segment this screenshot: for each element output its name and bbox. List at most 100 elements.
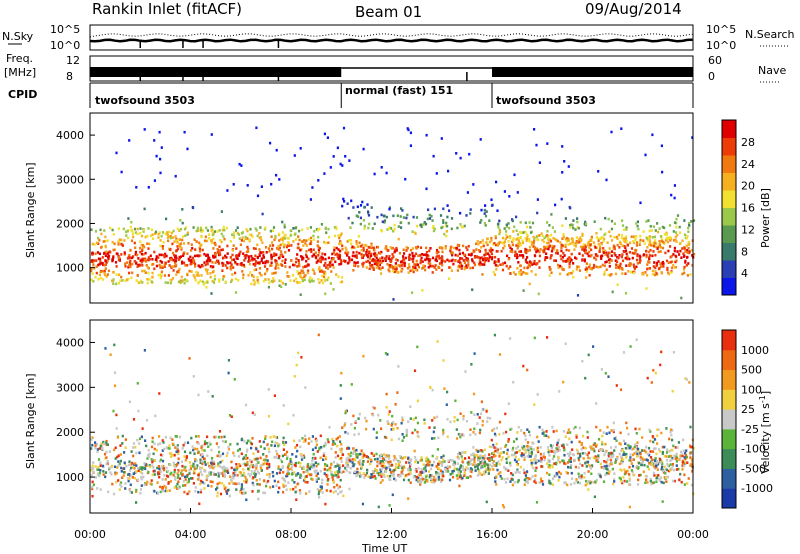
- scatter-cell: [396, 259, 399, 262]
- scatter-cell: [324, 226, 327, 230]
- scatter-cell: [267, 388, 270, 391]
- scatter-cell: [127, 255, 130, 259]
- scatter-cell: [188, 259, 191, 262]
- scatter-cell: [480, 412, 483, 416]
- scatter-cell: [400, 207, 403, 210]
- scatter-cell: [317, 462, 320, 466]
- scatter-cell: [220, 240, 223, 244]
- scatter-cell: [296, 270, 299, 273]
- scatter-cell: [215, 488, 218, 491]
- scatter-cell: [671, 457, 674, 460]
- scatter-cell: [300, 453, 303, 456]
- scatter-cell: [459, 474, 462, 477]
- scatter-cell: [555, 461, 558, 465]
- scatter-cell: [264, 272, 267, 276]
- scatter-cell: [334, 451, 337, 454]
- scatter-cell: [141, 281, 144, 284]
- scatter-cell: [242, 468, 245, 471]
- scatter-cell: [333, 485, 336, 489]
- scatter-cell: [503, 261, 507, 265]
- scatter-cell: [224, 486, 227, 489]
- scatter-cell: [461, 460, 464, 464]
- scatter-cell: [665, 237, 668, 240]
- scatter-cell: [567, 239, 570, 242]
- scatter-cell: [322, 454, 325, 457]
- scatter-cell: [425, 458, 428, 461]
- scatter-cell: [642, 470, 645, 474]
- scatter-cell: [669, 430, 672, 434]
- scatter-cell: [658, 243, 662, 247]
- scatter-cell: [372, 427, 375, 431]
- scatter-cell: [167, 260, 170, 263]
- scatter-cell: [489, 250, 493, 253]
- scatter-cell: [197, 476, 200, 479]
- scatter-cell: [567, 237, 570, 241]
- scatter-cell: [467, 467, 470, 471]
- scatter-cell: [98, 474, 101, 478]
- scatter-cell: [376, 261, 379, 265]
- scatter-cell: [655, 264, 658, 267]
- scatter-cell: [296, 472, 300, 475]
- scatter-cell: [320, 446, 323, 449]
- scatter-cell: [467, 456, 471, 459]
- scatter-cell: [528, 262, 531, 266]
- scatter-cell: [340, 232, 343, 235]
- scatter-cell: [536, 247, 539, 251]
- scatter-cell: [500, 477, 503, 480]
- scatter-cell: [146, 281, 149, 285]
- scatter-cell: [217, 475, 220, 478]
- scatter-cell: [279, 458, 282, 462]
- scatter-cell: [107, 490, 110, 494]
- scatter-cell: [117, 460, 120, 463]
- scatter-cell: [515, 437, 518, 441]
- scatter-cell: [370, 473, 373, 476]
- scatter-cell: [197, 442, 200, 445]
- scatter-cell: [671, 389, 674, 393]
- scatter-cell: [613, 472, 616, 475]
- scatter-cell: [281, 466, 284, 469]
- scatter-cell: [463, 474, 466, 477]
- scatter-cell: [91, 259, 94, 262]
- scatter-cell: [180, 472, 183, 475]
- scatter-cell: [683, 247, 686, 250]
- scatter-cell: [235, 482, 238, 486]
- scatter-cell: [223, 473, 226, 477]
- scatter-cell: [153, 473, 156, 476]
- scatter-cell: [337, 275, 340, 279]
- scatter-cell: [196, 447, 199, 451]
- scatter-cell: [476, 465, 479, 468]
- scatter-cell: [425, 187, 428, 191]
- scatter-cell: [657, 474, 660, 477]
- scatter-cell: [219, 253, 222, 256]
- scatter-cell: [677, 441, 680, 444]
- scatter-cell: [683, 483, 686, 486]
- scatter-cell: [451, 253, 454, 257]
- freq-tick-left-bottom: 8: [66, 70, 73, 83]
- scatter-cell: [649, 225, 652, 228]
- scatter-cell: [496, 264, 499, 268]
- scatter-cell: [645, 445, 648, 449]
- scatter-cell: [649, 479, 652, 483]
- scatter-cell: [666, 464, 669, 467]
- scatter-cell: [511, 448, 514, 452]
- scatter-cell: [183, 281, 186, 285]
- scatter-cell: [405, 474, 408, 477]
- scatter-cell: [455, 474, 458, 477]
- scatter-cell: [383, 219, 386, 222]
- scatter-cell: [550, 233, 553, 237]
- scatter-cell: [449, 473, 452, 476]
- scatter-cell: [268, 465, 271, 469]
- scatter-cell: [330, 463, 333, 466]
- scatter-cell: [683, 473, 686, 477]
- scatter-cell: [470, 363, 473, 366]
- scatter-cell: [205, 226, 208, 230]
- scatter-cell: [665, 451, 669, 454]
- scatter-cell: [494, 235, 497, 238]
- scatter-cell: [181, 260, 184, 264]
- scatter-cell: [628, 477, 631, 480]
- scatter-cell: [653, 273, 656, 277]
- scatter-cell: [177, 468, 180, 472]
- scatter-cell: [586, 460, 589, 464]
